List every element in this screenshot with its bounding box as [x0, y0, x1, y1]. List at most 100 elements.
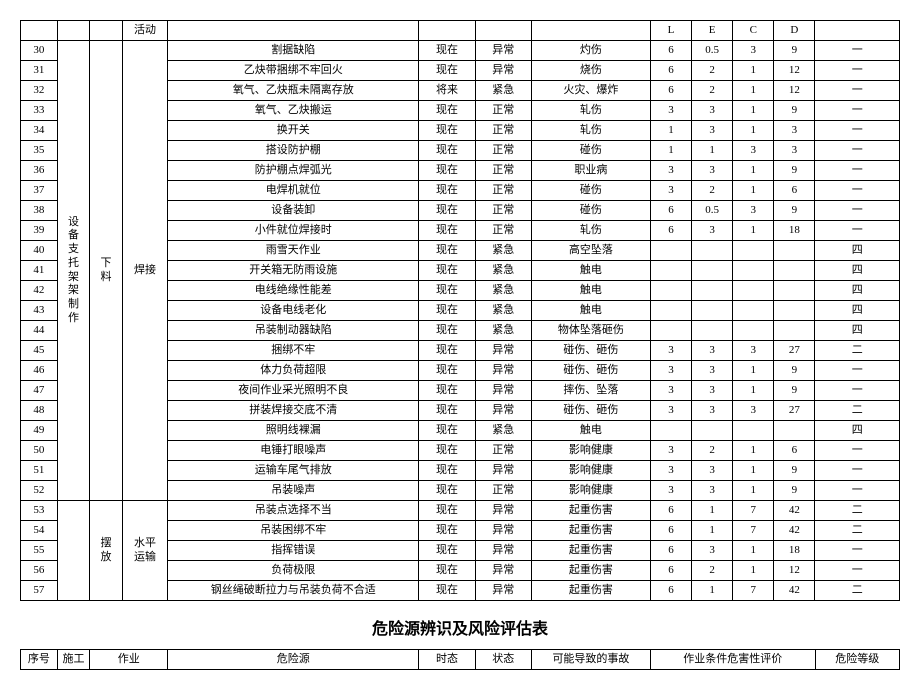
cell-jg: 摔伤、坠落 — [531, 381, 650, 401]
cell-zt: 异常 — [475, 381, 531, 401]
cell-jg: 碰伤、砸伤 — [531, 341, 650, 361]
cell-D: 18 — [774, 541, 815, 561]
table-row: 53摆放水平运输吊装点选择不当现在异常起重伤害61742二 — [21, 501, 900, 521]
cell-st: 现在 — [419, 521, 475, 541]
cell-D: 9 — [774, 161, 815, 181]
row-seq: 30 — [21, 41, 58, 61]
cell-lv: 一 — [815, 41, 900, 61]
cell-zt: 正常 — [475, 221, 531, 241]
cell-D: 42 — [774, 521, 815, 541]
cell-hz: 指挥错误 — [168, 541, 419, 561]
cell-jg: 烧伤 — [531, 61, 650, 81]
cell-jg: 影响健康 — [531, 461, 650, 481]
footer-hz: 危险源 — [168, 650, 419, 670]
cell-L: 6 — [650, 561, 691, 581]
cell-D: 9 — [774, 41, 815, 61]
cell-L: 3 — [650, 181, 691, 201]
cell-E: 3 — [692, 541, 733, 561]
cell-hz: 夜间作业采光照明不良 — [168, 381, 419, 401]
cell-C: 3 — [733, 201, 774, 221]
cell-st: 现在 — [419, 401, 475, 421]
cell-st: 现在 — [419, 481, 475, 501]
cell-jg: 高空坠落 — [531, 241, 650, 261]
cell-lv: 四 — [815, 261, 900, 281]
cell-C: 1 — [733, 81, 774, 101]
cell-lv: 二 — [815, 521, 900, 541]
cell-hz: 搭设防护棚 — [168, 141, 419, 161]
cell-C: 3 — [733, 41, 774, 61]
cell-D: 9 — [774, 361, 815, 381]
cell-hz: 捆绑不牢 — [168, 341, 419, 361]
cell-E: 2 — [692, 61, 733, 81]
footer-eval: 作业条件危害性评价 — [650, 650, 815, 670]
row-seq: 44 — [21, 321, 58, 341]
cell-D: 9 — [774, 101, 815, 121]
cell-D: 12 — [774, 61, 815, 81]
footer-table: 序号 施工 作业 危险源 时态 状态 可能导致的事故 作业条件危害性评价 危险等… — [20, 649, 900, 670]
cell-L — [650, 301, 691, 321]
cell-D: 12 — [774, 561, 815, 581]
cell-hz: 照明线裸漏 — [168, 421, 419, 441]
footer-seq: 序号 — [21, 650, 58, 670]
cell-D: 3 — [774, 121, 815, 141]
cell-jg: 火灾、爆炸 — [531, 81, 650, 101]
cell-zt: 正常 — [475, 121, 531, 141]
cell-st: 现在 — [419, 221, 475, 241]
cell-E: 3 — [692, 121, 733, 141]
cell-zt: 正常 — [475, 101, 531, 121]
table-row: 30设备支托架架制作下料焊接割据缺陷现在异常灼伤60.539一 — [21, 41, 900, 61]
cell-C: 1 — [733, 101, 774, 121]
cell-lv: 一 — [815, 541, 900, 561]
footer-sg: 施工 — [57, 650, 89, 670]
row-seq: 57 — [21, 581, 58, 601]
cell-D: 27 — [774, 401, 815, 421]
cell-jg: 轧伤 — [531, 221, 650, 241]
row-seq: 50 — [21, 441, 58, 461]
cell-D: 42 — [774, 501, 815, 521]
row-seq: 56 — [21, 561, 58, 581]
cell-zt: 紧急 — [475, 281, 531, 301]
cell-L: 3 — [650, 341, 691, 361]
cell-C: 7 — [733, 581, 774, 601]
cell-st: 现在 — [419, 261, 475, 281]
cell-jg: 起重伤害 — [531, 561, 650, 581]
cell-L: 6 — [650, 541, 691, 561]
cell-E: 3 — [692, 341, 733, 361]
cell-E: 3 — [692, 361, 733, 381]
cell-zt: 正常 — [475, 161, 531, 181]
cell-jg: 影响健康 — [531, 441, 650, 461]
footer-lv: 危险等级 — [815, 650, 900, 670]
cell-jg: 物体坠落砸伤 — [531, 321, 650, 341]
row-seq: 45 — [21, 341, 58, 361]
cell-E: 2 — [692, 441, 733, 461]
cell-lv: 二 — [815, 581, 900, 601]
cell-hz: 负荷极限 — [168, 561, 419, 581]
cell-lv: 四 — [815, 321, 900, 341]
cell-D: 9 — [774, 201, 815, 221]
cell-C: 1 — [733, 121, 774, 141]
row-seq: 34 — [21, 121, 58, 141]
row-seq: 46 — [21, 361, 58, 381]
cell-hz: 乙炔带捆绑不牢回火 — [168, 61, 419, 81]
cell-st: 现在 — [419, 141, 475, 161]
cell-hz: 雨雪天作业 — [168, 241, 419, 261]
cell-D: 6 — [774, 441, 815, 461]
cell-st: 现在 — [419, 101, 475, 121]
cell-st: 现在 — [419, 381, 475, 401]
cell-hz: 电锤打眼噪声 — [168, 441, 419, 461]
cell-zt: 正常 — [475, 441, 531, 461]
cell-L — [650, 321, 691, 341]
row-seq: 54 — [21, 521, 58, 541]
cell-C — [733, 321, 774, 341]
cell-D — [774, 241, 815, 261]
cell-L: 6 — [650, 61, 691, 81]
cell-lv: 一 — [815, 441, 900, 461]
footer-jg: 可能导致的事故 — [531, 650, 650, 670]
cell-st: 现在 — [419, 501, 475, 521]
cell-jg: 起重伤害 — [531, 521, 650, 541]
cell-D — [774, 281, 815, 301]
cell-hz: 电线绝缘性能差 — [168, 281, 419, 301]
row-seq: 36 — [21, 161, 58, 181]
cell-zt: 紧急 — [475, 241, 531, 261]
header-E: E — [692, 21, 733, 41]
